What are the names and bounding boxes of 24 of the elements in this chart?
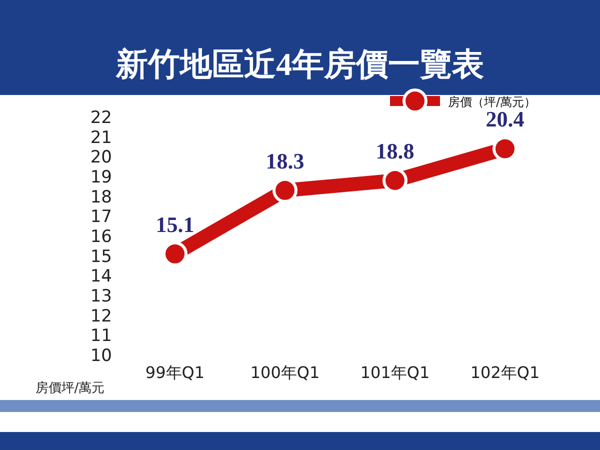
x-tick-label: 101年Q1 bbox=[360, 363, 430, 382]
y-axis-title: 房價坪/萬元 bbox=[35, 380, 105, 396]
x-tick-label: 102年Q1 bbox=[470, 363, 540, 382]
y-tick-label: 19 bbox=[90, 168, 112, 188]
x-tick-label: 99年Q1 bbox=[145, 363, 205, 382]
x-tick-label: 100年Q1 bbox=[250, 363, 320, 382]
chart-title: 新竹地區近4年房價一覽表 bbox=[115, 46, 484, 82]
legend-label: 房價（坪/萬元） bbox=[448, 95, 536, 109]
y-tick-label: 14 bbox=[90, 266, 112, 287]
data-label: 18.3 bbox=[266, 148, 304, 174]
y-tick-label: 15 bbox=[90, 246, 112, 267]
y-tick-label: 21 bbox=[90, 128, 112, 148]
y-tick-label: 13 bbox=[90, 286, 112, 306]
y-tick-label: 20 bbox=[90, 148, 112, 168]
data-label: 20.4 bbox=[486, 106, 524, 132]
y-tick-label: 11 bbox=[90, 326, 112, 346]
y-tick-label: 17 bbox=[90, 207, 112, 228]
data-label: 15.1 bbox=[156, 212, 194, 237]
y-tick-label: 22 bbox=[90, 108, 112, 128]
y-tick-label: 18 bbox=[90, 187, 112, 208]
y-tick-label: 16 bbox=[90, 227, 112, 247]
y-tick-label: 10 bbox=[90, 346, 112, 366]
y-tick-label: 12 bbox=[90, 306, 112, 326]
data-label: 18.8 bbox=[376, 138, 414, 164]
